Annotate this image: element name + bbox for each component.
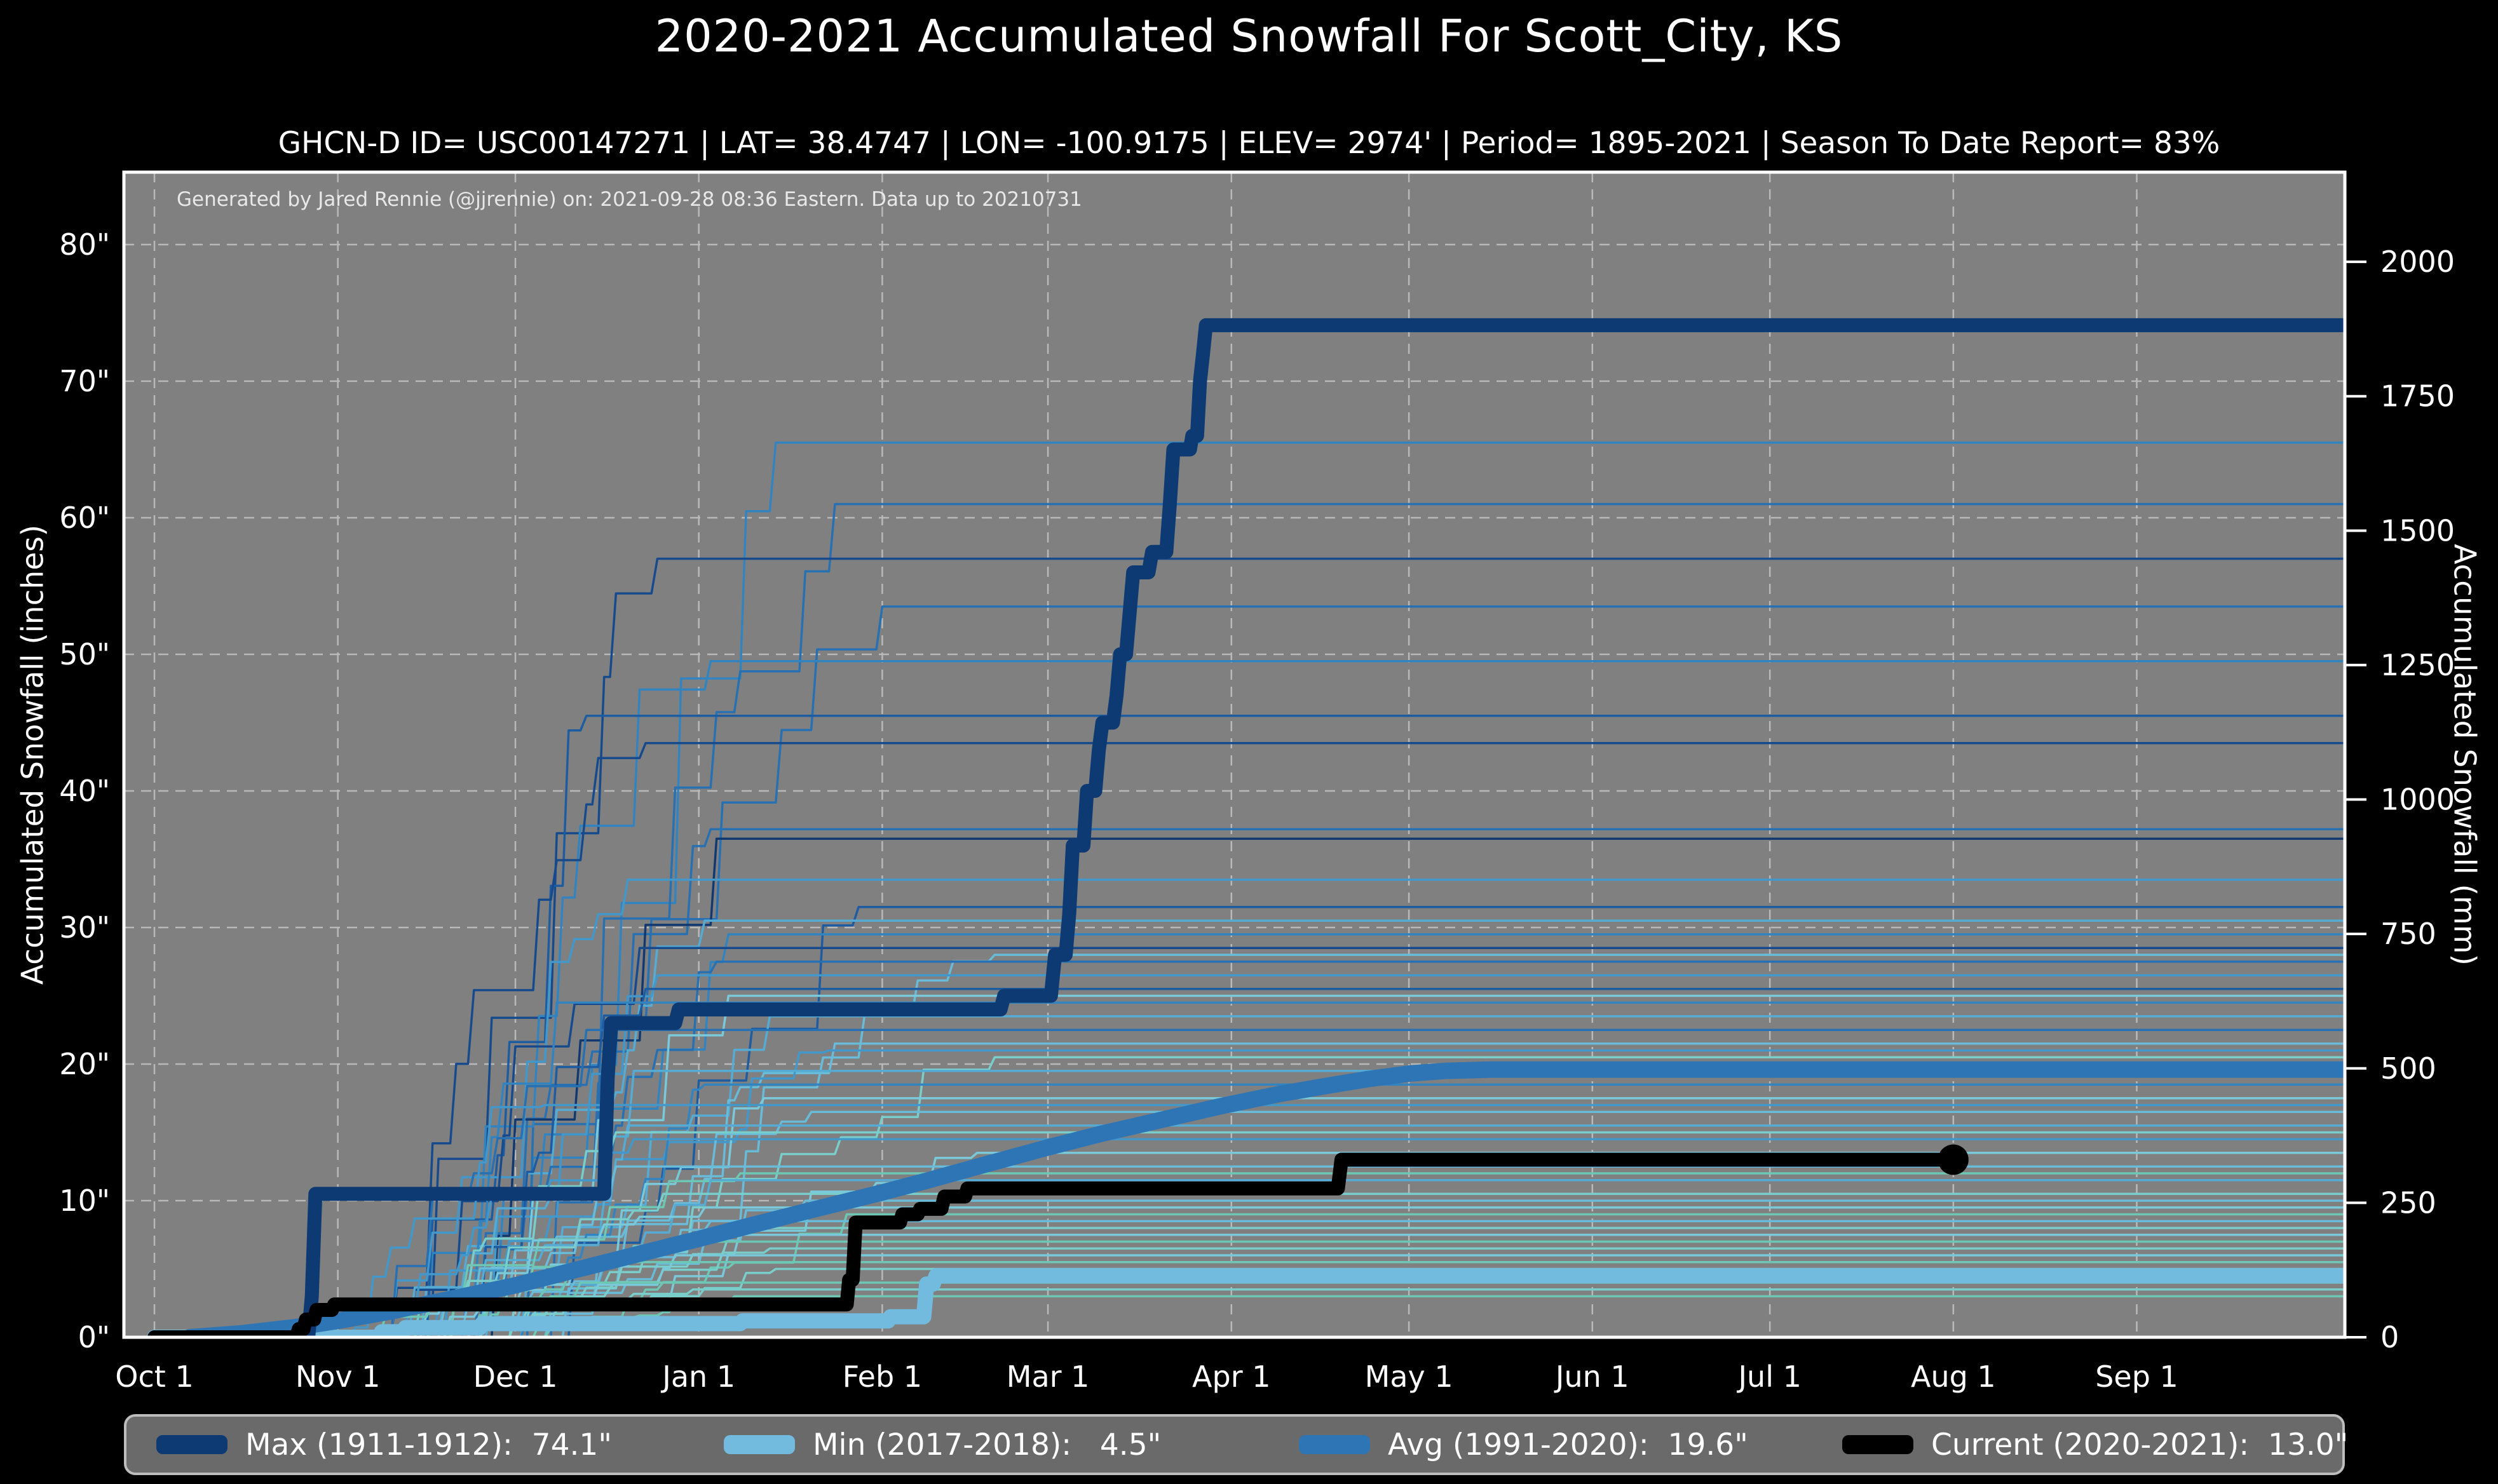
x-tick-label: Jan 1 <box>660 1359 735 1394</box>
background-year-line <box>498 605 2345 1337</box>
background-year-line <box>509 954 2345 1337</box>
background-year-line <box>379 879 2345 1337</box>
x-tick-label: Apr 1 <box>1192 1359 1270 1394</box>
legend-item-current: Current (2020-2021): 13.0" <box>1842 1417 2348 1473</box>
current-line <box>147 1152 1960 1337</box>
background-year-line <box>355 1029 2345 1337</box>
x-tick-label: Dec 1 <box>473 1359 558 1394</box>
y-left-tick-label: 80" <box>59 227 110 262</box>
y-right-tick-label: 250 <box>2380 1185 2436 1220</box>
plot-border <box>122 170 2347 1339</box>
y-right-tick-label: 1750 <box>2380 379 2455 414</box>
y-right-tick-label: 1250 <box>2380 648 2455 682</box>
background-year-line <box>480 837 2345 1337</box>
y-right-tick-label: 1000 <box>2380 783 2455 817</box>
x-tick-label: Aug 1 <box>1911 1359 1996 1394</box>
background-year-line <box>344 1103 2345 1337</box>
x-tick-label: Nov 1 <box>295 1359 381 1394</box>
min-line <box>147 1268 2345 1337</box>
max-line <box>147 318 2345 1337</box>
x-tick-label: May 1 <box>1365 1359 1453 1394</box>
y-left-tick-label: 50" <box>59 637 110 671</box>
legend-item-min: Min (2017-2018): 4.5" <box>724 1417 1161 1473</box>
y-right-tick-label: 750 <box>2380 917 2436 951</box>
y-right-tick-label: 500 <box>2380 1051 2436 1086</box>
x-tick-label: Mar 1 <box>1007 1359 1090 1394</box>
y-left-tick-label: 10" <box>59 1184 110 1218</box>
background-year-line <box>350 947 2345 1337</box>
generated-by-watermark: Generated by Jared Rennie (@jjrennie) on… <box>177 188 1082 211</box>
avg-line-swatch <box>1299 1435 1370 1454</box>
x-tick-label: Jun 1 <box>1554 1359 1629 1394</box>
min-line-swatch <box>724 1435 795 1454</box>
page-title: 2020-2021 Accumulated Snowfall For Scott… <box>655 10 1843 62</box>
background-year-line <box>403 1206 2345 1337</box>
x-tick-label: Jul 1 <box>1736 1359 1801 1394</box>
y-left-tick-label: 60" <box>59 501 110 535</box>
current-line-swatch <box>1842 1435 1913 1454</box>
y-left-tick-label: 40" <box>59 774 110 808</box>
background-year-line <box>438 828 2345 1337</box>
y-left-tick-label: 70" <box>59 364 110 398</box>
background-year-line <box>361 660 2345 1337</box>
max-line-swatch <box>156 1435 227 1454</box>
x-tick-label: Oct 1 <box>115 1359 193 1394</box>
x-tick-label: Sep 1 <box>2095 1359 2178 1394</box>
legend: Max (1911-1912): 74.1" Min (2017-2018): … <box>124 1414 2348 1475</box>
y-left-tick-label: 30" <box>59 910 110 945</box>
x-tick-label: Feb 1 <box>843 1359 922 1394</box>
legend-label-min: Min (2017-2018): 4.5" <box>813 1427 1162 1462</box>
station-subtitle: GHCN-D ID= USC00147271 | LAT= 38.4747 | … <box>278 126 2220 161</box>
current-end-dot <box>1938 1144 1969 1175</box>
y-axis-title-mm: Accumulated Snowfall (mm) <box>2447 544 2482 966</box>
y-right-tick-label: 1500 <box>2380 513 2455 548</box>
y-right-tick-label: 2000 <box>2380 245 2455 279</box>
y-left-tick-label: 20" <box>59 1047 110 1081</box>
legend-label-max: Max (1911-1912): 74.1" <box>245 1427 612 1462</box>
main-series <box>147 318 2345 1337</box>
plot-area <box>124 172 2345 1337</box>
y-left-tick-labels: 0" 10" 20" 30" 40" 50" 60" 70" 80" <box>59 227 110 1354</box>
background-year-line <box>491 1110 2345 1337</box>
y-right-ticks: 0 250 500 750 1000 1250 1500 1750 2000 <box>2345 245 2455 1354</box>
y-axis-title-inches: Accumulated Snowfall (inches) <box>15 524 51 985</box>
y-right-tick-label: 0 <box>2380 1320 2399 1354</box>
y-left-tick-label: 0" <box>78 1320 110 1354</box>
x-tick-labels: Oct 1 Nov 1 Dec 1 Jan 1 Feb 1 Mar 1 Apr 1 May 1… <box>115 1359 2178 1394</box>
legend-label-current: Current (2020-2021): 13.0" <box>1931 1427 2349 1462</box>
background-year-line <box>462 503 2345 1337</box>
legend-label-avg: Avg (1991-2020): 19.6" <box>1388 1427 1748 1462</box>
legend-item-max: Max (1911-1912): 74.1" <box>156 1417 612 1473</box>
legend-item-avg: Avg (1991-2020): 19.6" <box>1299 1417 1748 1473</box>
background-year-line <box>409 1049 2345 1337</box>
